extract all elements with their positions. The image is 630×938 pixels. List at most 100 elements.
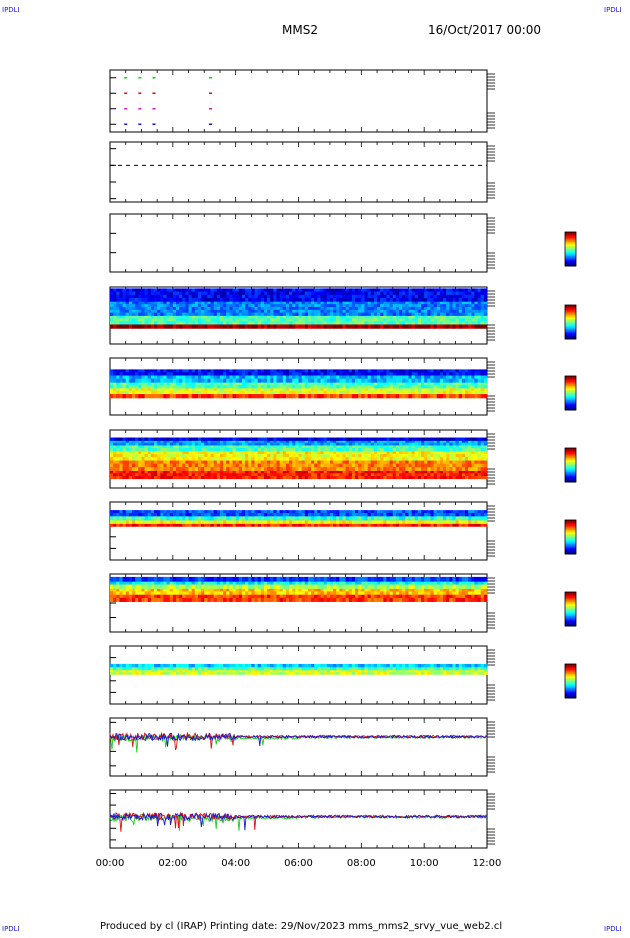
- spectrogram-cell: [267, 443, 271, 446]
- spectrogram-cell: [330, 321, 334, 324]
- spectrogram-cell: [456, 473, 460, 476]
- spectrogram-cell: [198, 473, 202, 476]
- spectrogram-cell: [182, 295, 186, 299]
- spectrogram-cell: [201, 388, 205, 391]
- spectrogram-cell: [295, 313, 299, 316]
- spectrogram-cell: [179, 445, 183, 448]
- spectrogram-cell: [336, 313, 340, 316]
- spectrogram-cell: [129, 313, 133, 316]
- spectrogram-cell: [141, 440, 145, 443]
- spectrogram-cell: [220, 454, 224, 457]
- spectrogram-cell: [280, 467, 284, 471]
- spectrogram-cell: [408, 476, 412, 479]
- spectrogram-cell: [110, 391, 114, 394]
- spectrogram-cell: [308, 372, 312, 375]
- spectrogram-cell: [270, 379, 274, 383]
- spectrogram-cell: [342, 454, 346, 457]
- spectrogram-cell: [211, 369, 215, 372]
- spectrogram-cell: [123, 292, 127, 296]
- spectrogram-cell: [151, 324, 155, 329]
- spectrogram-cell: [292, 288, 296, 292]
- spectrogram-cell: [261, 310, 265, 313]
- spectrogram-cell: [311, 318, 315, 321]
- spectrogram-cell: [289, 438, 293, 441]
- spectrogram-cell: [342, 321, 346, 324]
- spectrogram-cell: [295, 460, 299, 464]
- spectrogram-cell: [148, 448, 152, 451]
- spectrogram-cell: [173, 307, 177, 310]
- spectrogram-cell: [446, 448, 450, 451]
- spectrogram-cell: [305, 451, 309, 454]
- spectrogram-cell: [270, 388, 274, 391]
- spectrogram-cell: [465, 476, 469, 479]
- spectrogram-cell: [427, 382, 431, 385]
- spectrogram-cell: [154, 388, 158, 391]
- spectrogram-cell: [443, 375, 447, 379]
- spectrogram-cell: [261, 324, 265, 329]
- spectrogram-cell: [226, 460, 230, 464]
- spectrogram-cell: [189, 460, 193, 464]
- spectrogram-cell: [349, 464, 353, 468]
- spectrogram-cell: [430, 471, 434, 474]
- spectrogram-cell: [132, 375, 136, 379]
- spectrogram-cell: [440, 473, 444, 476]
- spectrogram-cell: [157, 460, 161, 464]
- spectrogram-cell: [299, 457, 303, 460]
- spectrogram-cell: [465, 379, 469, 383]
- spectrogram-cell: [119, 457, 123, 460]
- spectrogram-cell: [443, 471, 447, 474]
- spectrogram-cell: [292, 307, 296, 310]
- spectrogram-cell: [283, 476, 287, 479]
- spectrogram-cell: [324, 473, 328, 476]
- spectrogram-cell: [427, 460, 431, 464]
- spectrogram-cell: [339, 476, 343, 479]
- spectrogram-cell: [396, 313, 400, 316]
- spectrogram-cell: [443, 394, 447, 399]
- spectrogram-cell: [242, 473, 246, 476]
- spectrogram-cell: [239, 391, 243, 394]
- spectrogram-cell: [267, 385, 271, 388]
- spectrogram-cell: [119, 448, 123, 451]
- spectrogram-cell: [402, 454, 406, 457]
- spectrogram-cell: [449, 298, 453, 302]
- spectrogram-cell: [167, 310, 171, 313]
- spectrogram-cell: [474, 379, 478, 383]
- spectrogram-cell: [116, 443, 120, 446]
- spectrogram-cell: [292, 467, 296, 471]
- spectrogram-cell: [402, 298, 406, 302]
- spectrogram-cell: [462, 473, 466, 476]
- spectrogram-cell: [471, 388, 475, 391]
- spectrogram-cell: [179, 443, 183, 446]
- spectrogram-cell: [198, 388, 202, 391]
- spectrogram-cell: [185, 454, 189, 457]
- spectrogram-cell: [478, 298, 482, 302]
- spectrogram-cell: [481, 443, 485, 446]
- spectrogram-cell: [364, 473, 368, 476]
- spectrogram-cell: [154, 448, 158, 451]
- spectrogram-cell: [220, 316, 224, 319]
- spectrogram-cell: [421, 473, 425, 476]
- spectrogram-cell: [408, 321, 412, 324]
- spectrogram-cell: [277, 438, 281, 441]
- spectrogram-cell: [390, 385, 394, 388]
- spectrogram-cell: [371, 394, 375, 399]
- spectrogram-cell: [399, 295, 403, 299]
- spectrogram-cell: [440, 451, 444, 454]
- spectrogram-cell: [462, 369, 466, 372]
- spectrogram-cell: [418, 295, 422, 299]
- spectrogram-cell: [302, 288, 306, 292]
- spectrogram-cell: [484, 460, 488, 464]
- spectrogram-cell: [204, 467, 208, 471]
- spectrogram-cell: [396, 310, 400, 313]
- spectrogram-cell: [415, 316, 419, 319]
- spectrogram-cell: [233, 310, 237, 313]
- spectrogram-cell: [364, 304, 368, 307]
- spectrogram-cell: [239, 307, 243, 310]
- spectrogram-cell: [292, 379, 296, 383]
- spectrogram-cell: [110, 385, 114, 388]
- spectrogram-cell: [440, 457, 444, 460]
- spectrogram-cell: [123, 307, 127, 310]
- spectrogram-cell: [449, 288, 453, 292]
- spectrogram-cell: [157, 394, 161, 399]
- spectrogram-cell: [154, 288, 158, 292]
